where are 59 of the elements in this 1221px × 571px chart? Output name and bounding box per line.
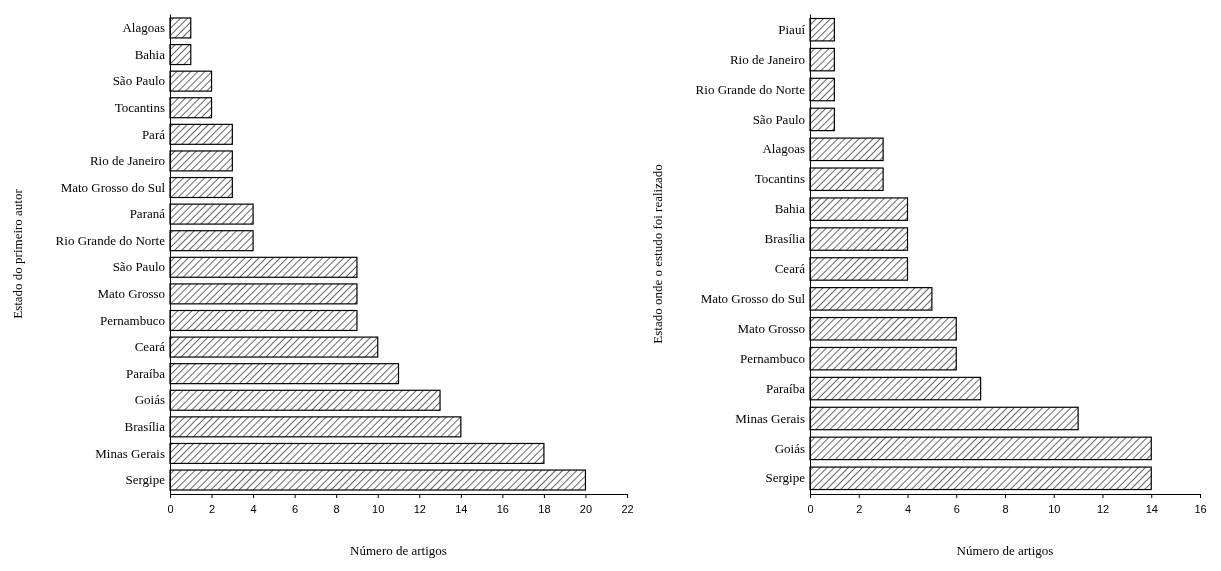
- x-tick-label: 22: [621, 503, 634, 516]
- x-tick-label: 12: [413, 503, 426, 516]
- x-tick-label: 14: [455, 503, 468, 516]
- y-tick-label: Mato Grosso: [737, 320, 805, 336]
- y-tick-label: Mato Grosso: [97, 286, 165, 302]
- y-tick-label: Tocantins: [114, 99, 165, 115]
- y-tick-label: Paraíba: [766, 380, 806, 396]
- y-tick-label: Rio Grande do Norte: [695, 81, 806, 97]
- y-axis-title: Estado do primeiro autor: [10, 188, 25, 319]
- y-tick-label: Rio de Janeiro: [89, 153, 165, 169]
- y-tick-label: São Paulo: [112, 259, 165, 275]
- y-tick-label: Alagoas: [122, 20, 165, 36]
- x-axis-title: Número de artigos: [956, 543, 1054, 558]
- x-axis-title: Número de artigos: [350, 543, 447, 558]
- y-axis-title: Estado onde o estudo foi realizado: [650, 164, 665, 344]
- x-tick-label: 10: [372, 503, 385, 516]
- y-tick-label: Mato Grosso do Sul: [700, 291, 806, 307]
- y-tick-label: São Paulo: [752, 111, 805, 127]
- y-tick-label: Pará: [141, 126, 166, 142]
- x-tick-label: 10: [1048, 503, 1061, 516]
- y-tick-label: Rio de Janeiro: [729, 51, 805, 67]
- y-tick-label: Ceará: [774, 261, 806, 277]
- x-tick-label: 14: [1145, 503, 1158, 516]
- x-tick-label: 8: [333, 503, 340, 516]
- x-tick-label: 0: [807, 503, 814, 516]
- x-tick-label: 2: [208, 503, 216, 516]
- x-tick-label: 2: [856, 503, 863, 516]
- x-tick-label: 0: [167, 503, 174, 516]
- y-tick-label: Tocantins: [754, 171, 805, 187]
- y-tick-label: Alagoas: [762, 141, 805, 157]
- x-tick-label: 16: [1194, 503, 1207, 516]
- y-tick-label: Bahia: [134, 46, 166, 62]
- y-tick-label: Bahia: [774, 201, 806, 217]
- y-tick-label: Ceará: [134, 339, 166, 355]
- y-tick-label: Pernambuco: [100, 312, 165, 328]
- x-tick-label: 4: [250, 503, 257, 516]
- x-tick-label: 20: [579, 503, 593, 516]
- x-tick-label: 18: [538, 503, 551, 516]
- y-tick-label: Paraná: [129, 206, 166, 222]
- y-tick-label: São Paulo: [112, 73, 165, 89]
- y-tick-label: Piauí: [778, 21, 806, 37]
- y-tick-label: Goiás: [134, 392, 165, 408]
- y-tick-label: Sergipe: [765, 470, 806, 486]
- x-tick-label: 12: [1096, 503, 1110, 516]
- y-tick-label: Sergipe: [125, 472, 166, 488]
- x-tick-label: 8: [1002, 503, 1009, 516]
- y-tick-label: Minas Gerais: [735, 410, 805, 426]
- y-tick-label: Mato Grosso do Sul: [60, 179, 166, 195]
- y-tick-label: Paraíba: [126, 365, 166, 381]
- y-tick-label: Minas Gerais: [95, 445, 165, 461]
- y-tick-label: Goiás: [774, 440, 805, 456]
- y-tick-label: Pernambuco: [740, 350, 805, 366]
- y-tick-label: Brasília: [764, 231, 806, 247]
- y-tick-label: Brasília: [124, 419, 166, 435]
- y-tick-label: Rio Grande do Norte: [55, 232, 166, 248]
- x-tick-label: 6: [292, 503, 299, 516]
- x-tick-label: 16: [496, 503, 509, 516]
- x-tick-label: 6: [953, 503, 960, 516]
- x-tick-label: 4: [904, 503, 912, 516]
